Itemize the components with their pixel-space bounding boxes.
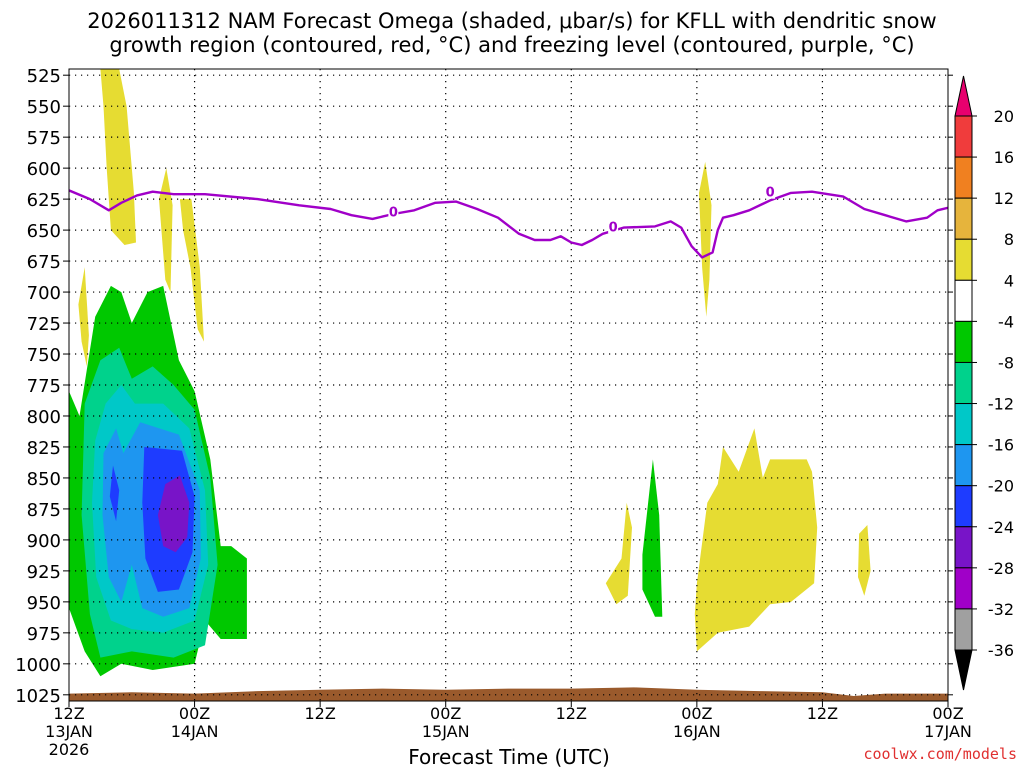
x-tick-label-72: 12Z <box>807 704 838 723</box>
colorbar-bin-8 <box>954 403 973 446</box>
gridlines <box>69 69 948 701</box>
y-tick-label-575: 575 <box>27 128 61 149</box>
y-tick-label-1025: 1025 <box>15 686 61 707</box>
y-tick-label-625: 625 <box>27 190 61 211</box>
colorbar-bin-10 <box>954 485 973 528</box>
colorbar-bin-13 <box>954 608 973 651</box>
y-tick-label-925: 925 <box>27 562 61 583</box>
y-tick-label-525: 525 <box>27 66 61 87</box>
colorbar-bin-1 <box>954 115 973 158</box>
ground-surface <box>69 687 948 701</box>
y-tick-label-700: 700 <box>27 283 61 304</box>
colorbar-label-9: -20 <box>988 477 1014 496</box>
contour-label-bg <box>608 219 619 234</box>
omega-region-rising-spike-green <box>642 459 663 617</box>
y-tick-label-750: 750 <box>27 345 61 366</box>
omega-region-sinking-small-left <box>605 502 632 605</box>
colorbar-label-2: 12 <box>994 189 1014 208</box>
pressure-axis: 525 550 575 600 625 650 675 700 725 750 775 800 825 8… <box>15 66 953 707</box>
y-tick-label-825: 825 <box>27 438 61 459</box>
y-tick-label-875: 875 <box>27 500 61 521</box>
colorbar-bin-2 <box>954 156 973 199</box>
contour-label-bg <box>765 184 776 199</box>
x-tick-label-48: 12Z <box>556 704 587 723</box>
y-tick-label-850: 850 <box>27 469 61 490</box>
y-tick-label-650: 650 <box>27 221 61 242</box>
x-date-label-84: 17JAN <box>924 722 972 741</box>
y-tick-label-600: 600 <box>27 159 61 180</box>
x-date-label-60: 16JAN <box>673 722 721 741</box>
colorbar-label-12: -32 <box>988 600 1014 619</box>
contour-label-bg <box>388 204 399 219</box>
colorbar-label-7: -12 <box>988 395 1014 414</box>
contour-label-2: 0 <box>766 186 775 201</box>
colorbar-label-1: 16 <box>994 148 1014 167</box>
omega-region-sinking-spike <box>699 161 712 317</box>
y-tick-label-900: 900 <box>27 531 61 552</box>
y-tick-label-675: 675 <box>27 252 61 273</box>
x-tick-label-84: 00Z <box>932 704 963 723</box>
chart-title-line-1: 2026011312 NAM Forecast Omega (shaded, μ… <box>87 9 937 33</box>
chart-title-line-2: growth region (contoured, red, °C) and f… <box>109 33 915 57</box>
y-tick-label-725: 725 <box>27 314 61 335</box>
colorbar-label-3: 8 <box>1004 230 1014 249</box>
y-tick-label-800: 800 <box>27 407 61 428</box>
colorbar-label-13: -36 <box>988 641 1014 660</box>
colorbar-label-0: 20 <box>994 107 1014 126</box>
y-tick-label-775: 775 <box>27 376 61 397</box>
omega-colorbar: 20 16 12 8 4 -4 -8 -12 -16 -20 -24 -28 -32 -36 <box>954 75 1014 691</box>
colorbar-label-11: -28 <box>988 559 1014 578</box>
y-tick-label-550: 550 <box>27 97 61 118</box>
watermark-link[interactable]: coolwx.com/models <box>863 745 1017 763</box>
x-date-label-12: 14JAN <box>171 722 219 741</box>
contour-label-0: 0 <box>389 206 398 221</box>
colorbar-bin-4 <box>954 238 973 281</box>
x-axis-label: Forecast Time (UTC) <box>408 745 610 768</box>
x-tick-label-60: 00Z <box>681 704 712 723</box>
omega-region-sinking-big <box>694 428 818 652</box>
omega-region-rising-main-purple <box>157 475 190 553</box>
colorbar-label-8: -16 <box>988 436 1014 455</box>
colorbar-bin-12 <box>954 567 973 610</box>
x-tick-label-0: 12Z <box>53 704 84 723</box>
colorbar-label-5: -4 <box>998 312 1014 331</box>
colorbar-bin-bottom <box>954 649 973 691</box>
x-date-label-36: 15JAN <box>422 722 470 741</box>
terrain-ground <box>69 687 948 701</box>
x-tick-label-24: 12Z <box>304 704 335 723</box>
x-tick-label-12: 00Z <box>179 704 210 723</box>
colorbar-label-4: 4 <box>1004 271 1014 290</box>
omega-region-rising-main-darkblue <box>109 465 120 522</box>
colorbar-bin-7 <box>954 361 973 405</box>
colorbar-label-6: -8 <box>998 353 1014 372</box>
colorbar-label-10: -24 <box>988 518 1014 537</box>
colorbar-bin-6 <box>954 320 973 363</box>
y-tick-label-950: 950 <box>27 593 61 614</box>
freezing-level-line <box>69 189 948 259</box>
y-tick-label-975: 975 <box>27 624 61 645</box>
freezing-level-contour: 0 0 0 <box>69 184 948 259</box>
colorbar-bin-top <box>954 75 973 117</box>
omega-region-sinking-small-right <box>858 525 871 596</box>
colorbar-bin-3 <box>954 197 973 240</box>
colorbar-bin-9 <box>954 444 973 487</box>
contour-label-1: 0 <box>609 220 618 235</box>
x-date-label-0: 13JAN <box>45 722 93 741</box>
omega-region-sinking-right-col <box>179 199 204 342</box>
colorbar-bin-5 <box>954 279 973 322</box>
x-tick-label-36: 00Z <box>430 704 461 723</box>
colorbar-bin-11 <box>954 526 973 569</box>
x-year-label-0: 2026 <box>49 740 90 759</box>
omega-shading <box>69 69 871 677</box>
y-tick-label-1000: 1000 <box>15 655 61 676</box>
